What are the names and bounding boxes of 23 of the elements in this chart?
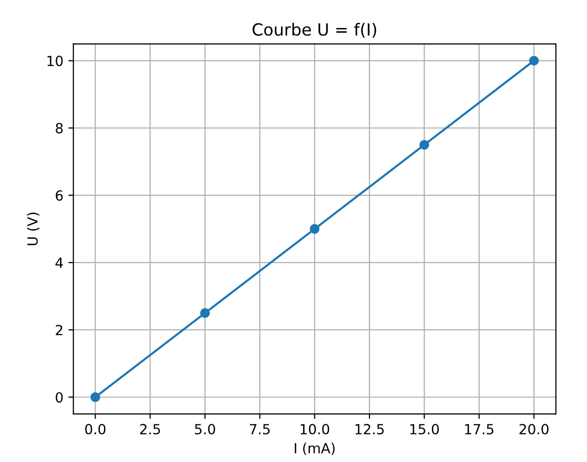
- x-tick-label: 5.0: [195, 424, 216, 434]
- x-tick-label: 2.5: [140, 424, 160, 434]
- point: [200, 308, 210, 318]
- y-tick-label: 4: [55, 258, 63, 268]
- y-tick-label: 10: [48, 56, 63, 66]
- y-axis-title: U (V): [26, 212, 40, 246]
- x-tick-label: 7.5: [250, 424, 270, 434]
- x-tick-label: 12.5: [356, 424, 384, 434]
- point: [310, 224, 320, 234]
- x-tick-label: 17.5: [465, 424, 494, 434]
- y-tick-label: 8: [56, 122, 63, 134]
- x-tick-label: 0.0: [85, 424, 106, 434]
- chart-title: Courbe U = f(I): [252, 22, 376, 38]
- y-tick-label: 2: [56, 324, 62, 336]
- x-axis-title: I (mA): [294, 442, 335, 456]
- x-tick-label: 15.0: [410, 424, 439, 434]
- y-tick-label: 6: [56, 190, 63, 201]
- y-tick-label: 0: [56, 392, 63, 403]
- point: [529, 56, 539, 66]
- point: [90, 392, 100, 402]
- point: [419, 140, 430, 150]
- x-tick-label: 20.0: [520, 424, 548, 434]
- x-tick-label: 10.0: [300, 424, 330, 434]
